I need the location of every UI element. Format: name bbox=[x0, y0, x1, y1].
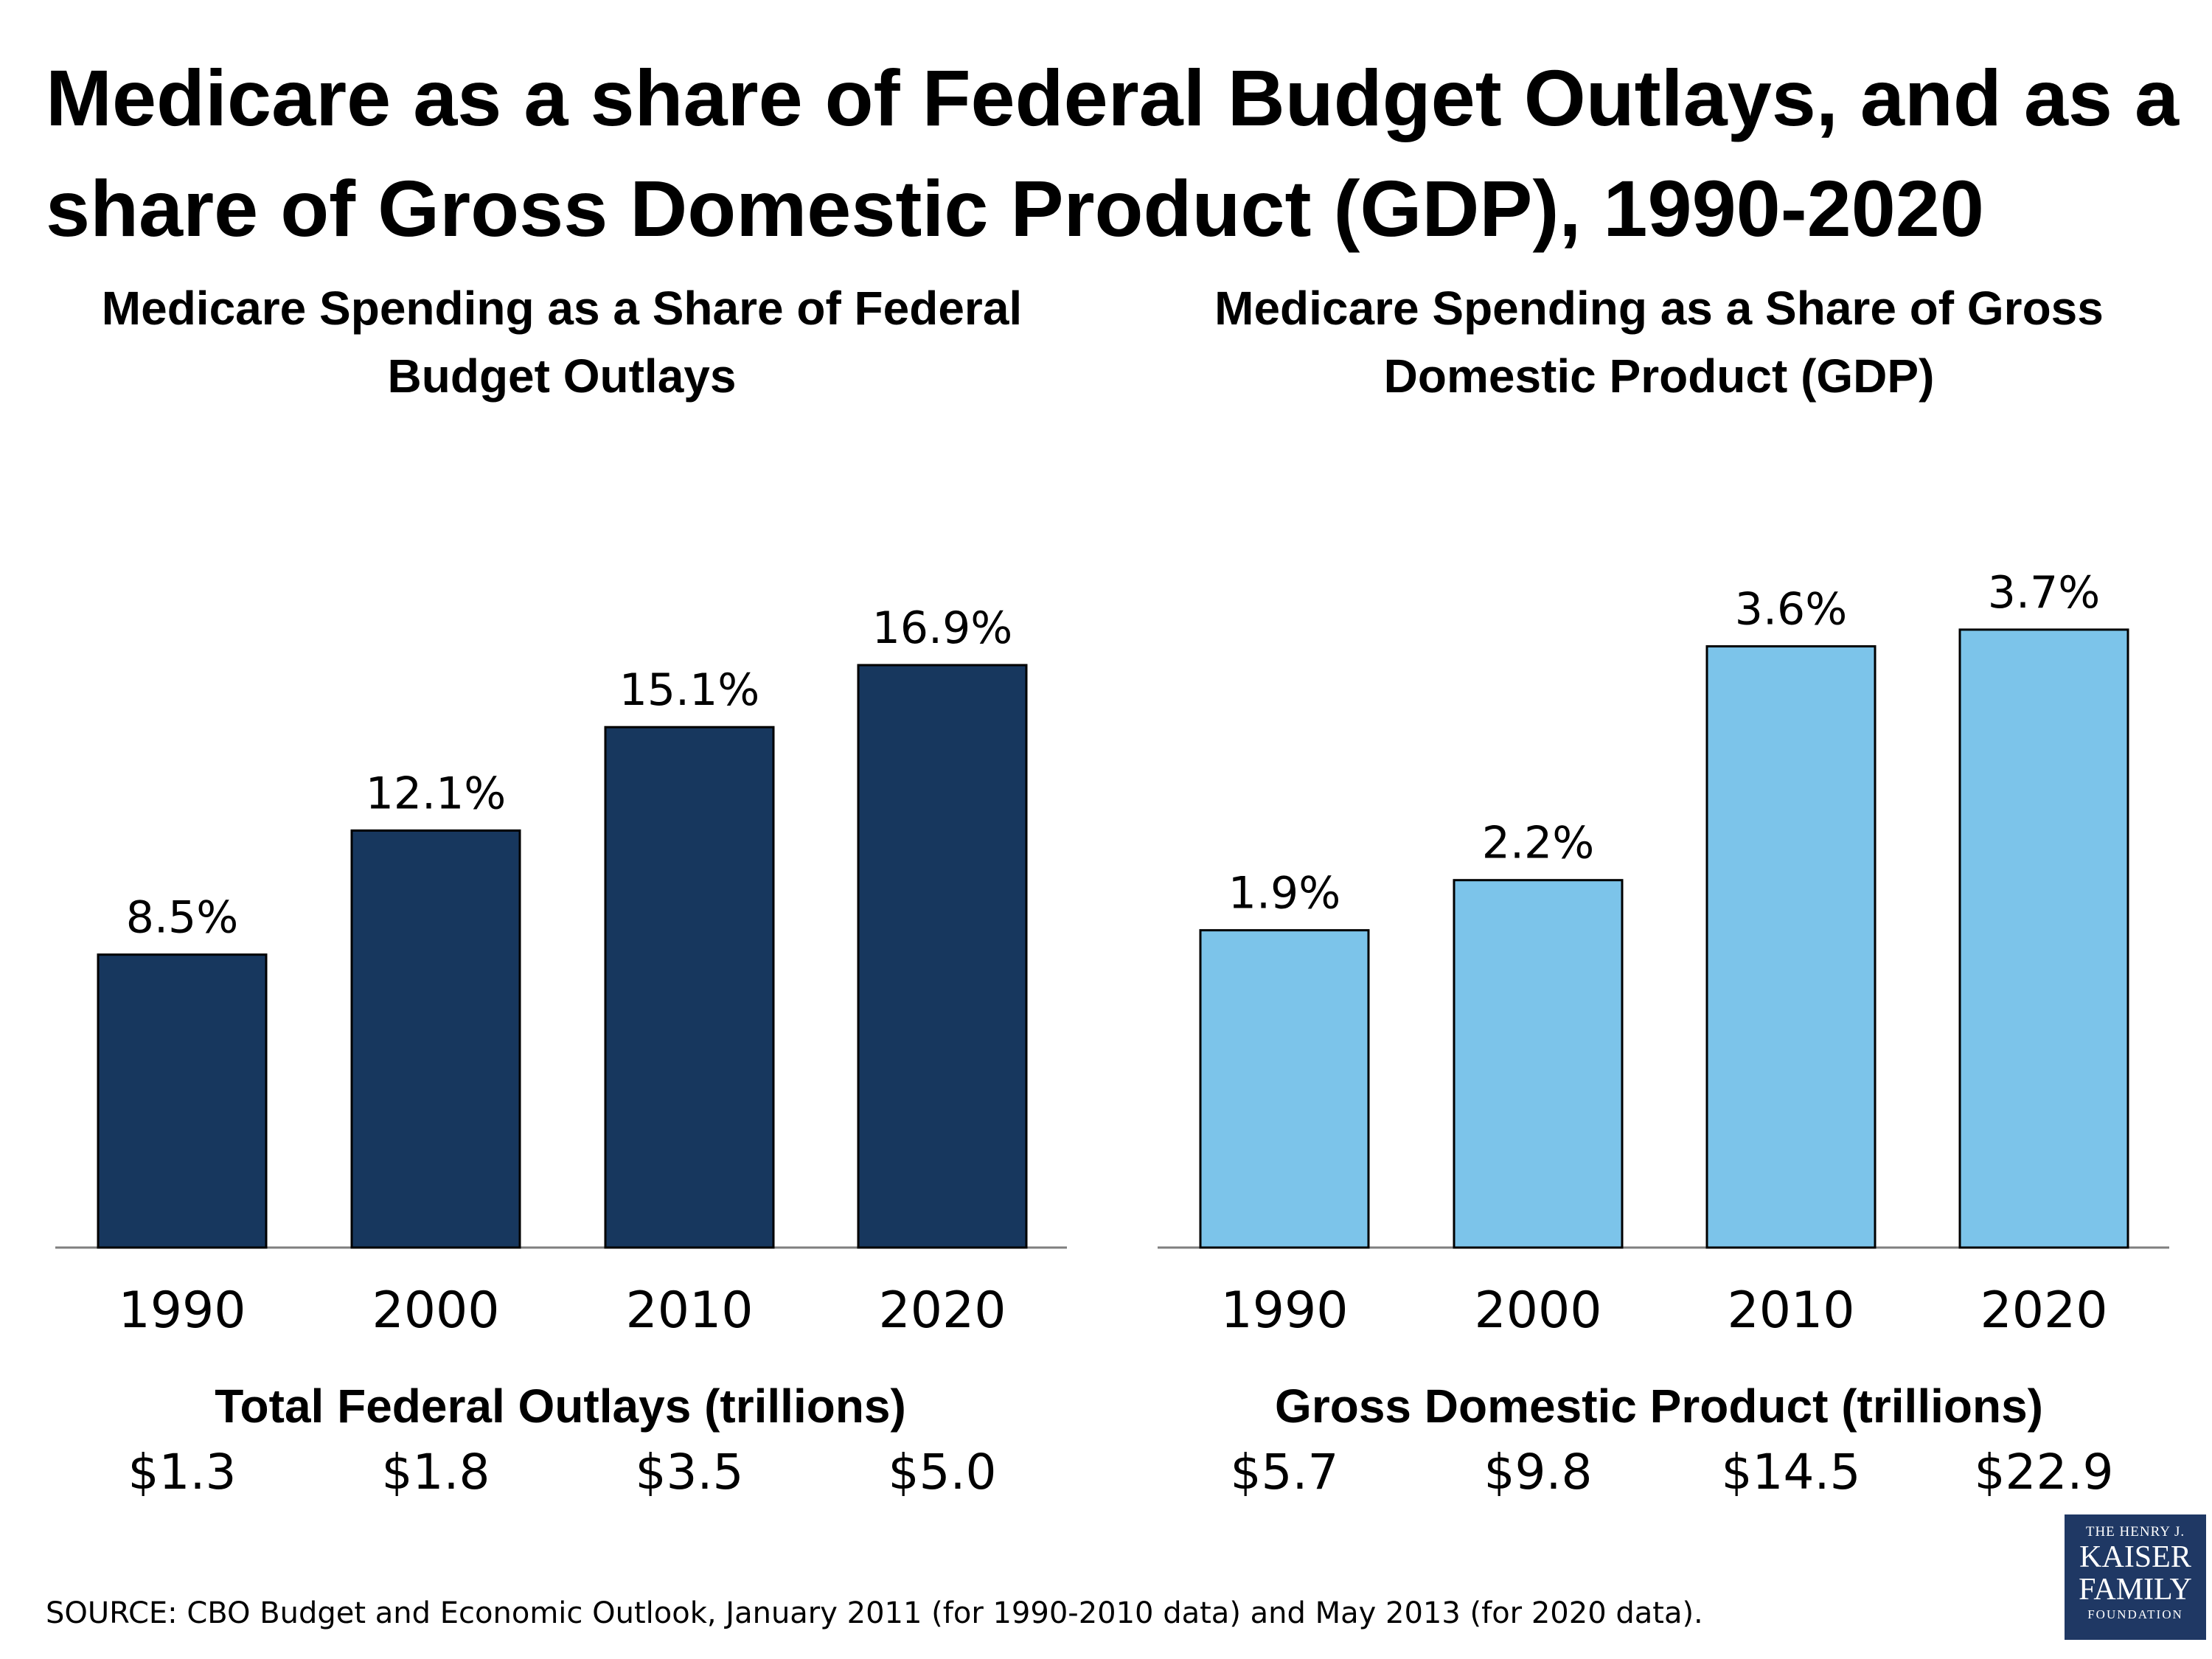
right-data-label-1990: 1.9% bbox=[1228, 868, 1340, 919]
logo-line-1: THE HENRY J. bbox=[2085, 1524, 2185, 1540]
right-bar-2020 bbox=[1958, 628, 2129, 1249]
left-data-label-1990: 8.5% bbox=[126, 892, 238, 944]
left-chart-title: Medicare Spending as a Share of Federal … bbox=[101, 282, 1023, 403]
left-footer-value-1990: $1.3 bbox=[128, 1444, 237, 1500]
left-footer-value-2010: $3.5 bbox=[635, 1444, 744, 1500]
left-tick-label-2010: 2010 bbox=[625, 1281, 753, 1340]
left-tick-label-2000: 2000 bbox=[372, 1281, 499, 1340]
left-data-label-2010: 15.1% bbox=[619, 664, 760, 716]
right-footer-value-2010: $14.5 bbox=[1721, 1444, 1861, 1500]
logo-line-3: FAMILY bbox=[2079, 1573, 2192, 1607]
right-data-label-2020: 3.7% bbox=[1988, 567, 2100, 619]
right-footer-value-2000: $9.8 bbox=[1484, 1444, 1593, 1500]
right-bar-2010 bbox=[1705, 645, 1877, 1249]
left-bar-2000 bbox=[350, 829, 521, 1249]
right-footer-value-2020: $22.9 bbox=[1974, 1444, 2114, 1500]
right-tick-label-2000: 2000 bbox=[1474, 1281, 1601, 1340]
logo-line-2: KAISER bbox=[2079, 1540, 2191, 1574]
left-tick-label-1990: 1990 bbox=[118, 1281, 246, 1340]
right-tick-label-1990: 1990 bbox=[1220, 1281, 1348, 1340]
left-footer-title: Total Federal Outlays (trillions) bbox=[215, 1380, 906, 1433]
left-data-label-2020: 16.9% bbox=[872, 602, 1013, 654]
left-data-label-2000: 12.1% bbox=[366, 768, 507, 819]
right-bar-2000 bbox=[1453, 879, 1624, 1249]
right-footer-title: Gross Domestic Product (trillions) bbox=[1275, 1380, 2043, 1433]
left-bar-1990 bbox=[97, 953, 268, 1249]
right-footer-value-1990: $5.7 bbox=[1230, 1444, 1339, 1500]
left-bar-2010 bbox=[604, 726, 775, 1249]
logo-line-4: FOUNDATION bbox=[2087, 1607, 2183, 1621]
left-footer-value-2000: $1.8 bbox=[381, 1444, 490, 1500]
right-tick-label-2020: 2020 bbox=[1980, 1281, 2107, 1340]
left-tick-label-2020: 2020 bbox=[878, 1281, 1006, 1340]
right-chart-title: Medicare Spending as a Share of Gross Do… bbox=[1214, 282, 2104, 403]
right-data-label-2000: 2.2% bbox=[1482, 818, 1594, 869]
kff-logo: THE HENRY J. KAISER FAMILY FOUNDATION bbox=[2065, 1514, 2206, 1640]
right-data-label-2010: 3.6% bbox=[1735, 584, 1847, 636]
left-footer-value-2020: $5.0 bbox=[888, 1444, 997, 1500]
right-bar-1990 bbox=[1199, 929, 1370, 1249]
source-note: SOURCE: CBO Budget and Economic Outlook,… bbox=[46, 1596, 1703, 1630]
left-bar-2020 bbox=[857, 664, 1028, 1249]
page-title: Medicare as a share of Federal Budget Ou… bbox=[46, 53, 2180, 253]
right-tick-label-2010: 2010 bbox=[1727, 1281, 1854, 1340]
